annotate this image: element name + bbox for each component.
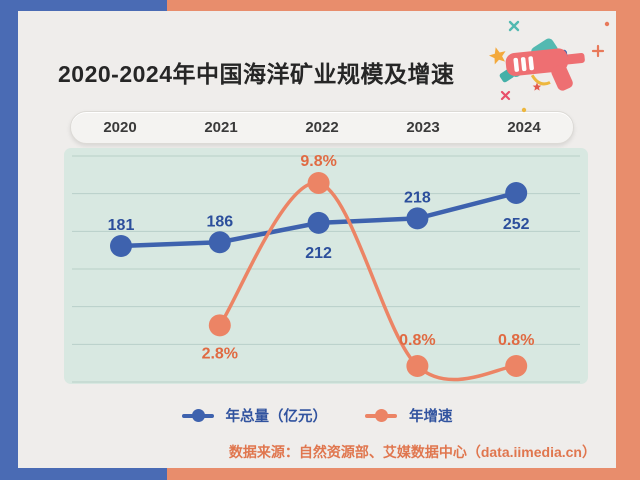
svg-text:252: 252 xyxy=(503,216,530,233)
year-label-2024: 2024 xyxy=(507,119,541,136)
dot-decor xyxy=(521,107,527,113)
svg-text:186: 186 xyxy=(206,213,233,230)
legend-item-total: 年总量（亿元） xyxy=(181,405,328,426)
legend-item-growth: 年增速 xyxy=(365,405,453,426)
sparkle-icon xyxy=(500,90,511,101)
toy-gun-decoration xyxy=(488,20,610,113)
year-label-2020: 2020 xyxy=(103,119,137,136)
sparkle-icon xyxy=(508,20,520,32)
svg-text:218: 218 xyxy=(404,189,431,206)
sparkle-icon xyxy=(591,44,605,58)
year-label-2023: 2023 xyxy=(406,119,440,136)
chart-plot-area: 181 186 212 218 252 2.8% 9.8% 0.8% 0.8% xyxy=(64,148,588,384)
svg-text:2.8%: 2.8% xyxy=(202,345,238,362)
content-panel: 2020-2024年中国海洋矿业规模及增速 2020 2021 2022 202… xyxy=(18,11,616,468)
legend-label-total: 年总量（亿元） xyxy=(225,409,328,425)
svg-text:212: 212 xyxy=(305,245,332,262)
page-title: 2020-2024年中国海洋矿业规模及增速 xyxy=(58,61,455,87)
chart-legend: 年总量（亿元） 年增速 xyxy=(18,405,616,426)
svg-text:9.8%: 9.8% xyxy=(300,153,336,170)
toy-gun-icon xyxy=(505,48,585,91)
svg-text:0.8%: 0.8% xyxy=(399,332,435,349)
star-icon xyxy=(532,82,542,91)
year-label-2022: 2022 xyxy=(305,119,339,136)
year-label-2021: 2021 xyxy=(204,119,238,136)
svg-text:0.8%: 0.8% xyxy=(498,332,534,349)
star-icon xyxy=(488,47,506,65)
chart-svg: 181 186 212 218 252 2.8% 9.8% 0.8% 0.8% xyxy=(72,153,580,383)
dot-decor xyxy=(604,21,610,27)
year-axis: 2020 2021 2022 2023 2024 xyxy=(70,111,574,144)
data-source: 数据来源：自然资源部、艾媒数据中心（data.iimedia.cn） xyxy=(228,444,596,460)
legend-marker-total-icon xyxy=(181,408,214,422)
legend-marker-growth-icon xyxy=(365,408,397,422)
svg-text:181: 181 xyxy=(108,217,135,234)
legend-label-growth: 年增速 xyxy=(409,409,453,425)
